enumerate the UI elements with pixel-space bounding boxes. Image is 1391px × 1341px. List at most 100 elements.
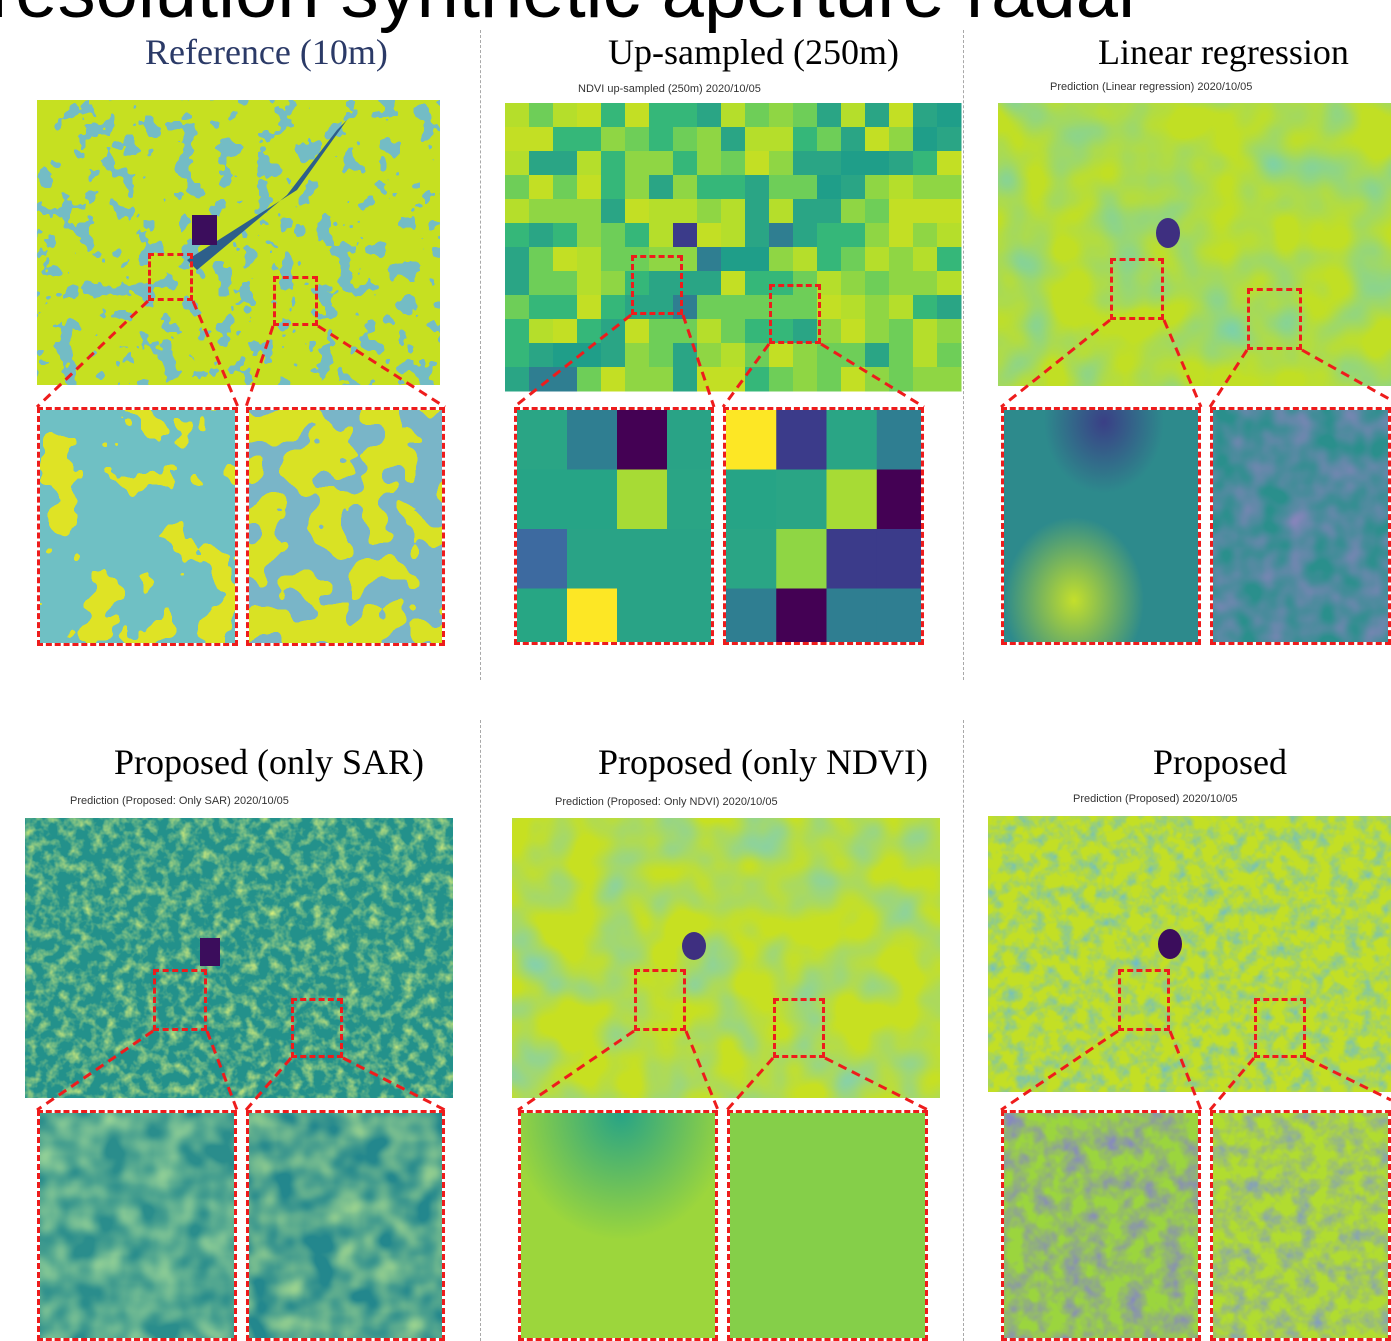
pixel-block (865, 343, 890, 368)
map-caption: NDVI up-sampled (250m) 2020/10/05 (578, 83, 761, 95)
pixel-block (505, 343, 530, 368)
pixel-block (517, 410, 568, 470)
pixel-block (776, 410, 827, 470)
pixel-block (769, 343, 794, 368)
pixel-block (937, 127, 962, 152)
pixel-block (649, 319, 674, 344)
pixel-block (937, 295, 962, 320)
pixel-block (673, 271, 698, 296)
pixel-block (865, 223, 890, 248)
zoom-inset-left (1001, 1110, 1201, 1341)
pixel-block (876, 469, 921, 530)
pixel-block (793, 343, 818, 368)
pixel-block (889, 103, 914, 128)
pixel-block (745, 127, 770, 152)
slide-title: resolution synthetic aperture radar (0, 0, 1391, 30)
pixel-block (529, 223, 554, 248)
pixel-block (649, 151, 674, 176)
pixel-block (841, 199, 866, 224)
pixel-block (889, 151, 914, 176)
pixel-block (529, 151, 554, 176)
pixel-block (529, 319, 554, 344)
map-caption: Prediction (Linear regression) 2020/10/0… (1050, 81, 1253, 93)
pixel-block (505, 319, 530, 344)
pixel-block (937, 319, 962, 344)
pixel-block (617, 410, 668, 470)
pixel-block (769, 151, 794, 176)
pixel-block (793, 247, 818, 272)
pixel-block (577, 295, 602, 320)
roi-box-right (1247, 288, 1302, 350)
zoom-inset-left (514, 407, 714, 645)
pixel-block (841, 271, 866, 296)
panel-caption: Linear regression (1098, 32, 1349, 72)
pixel-block (865, 151, 890, 176)
pixel-block (745, 319, 770, 344)
pixel-block (553, 295, 578, 320)
pixel-block (841, 127, 866, 152)
map-caption: Prediction (Proposed: Only NDVI) 2020/10… (555, 796, 778, 808)
pixel-block (865, 127, 890, 152)
pixel-block (625, 247, 650, 272)
pixel-block (617, 529, 668, 589)
pixel-block (876, 588, 921, 642)
pixel-block (745, 223, 770, 248)
pixel-block (769, 223, 794, 248)
pixel-block (817, 247, 842, 272)
pixel-block (517, 469, 568, 530)
pixel-block (553, 343, 578, 368)
pixel-block (937, 343, 962, 368)
pixel-block (577, 127, 602, 152)
pixel-block (841, 247, 866, 272)
zoom-inset-right (1210, 407, 1391, 645)
pixel-block (667, 588, 711, 642)
pixel-block (649, 295, 674, 320)
roi-box-left (153, 969, 207, 1031)
pixel-block (841, 103, 866, 128)
pixel-block (553, 127, 578, 152)
pixel-block (601, 103, 626, 128)
pixel-block (601, 247, 626, 272)
pixel-block (529, 175, 554, 200)
pixel-block (697, 175, 722, 200)
pixel-block (841, 367, 866, 392)
pixel-block (697, 127, 722, 152)
pixel-block (865, 271, 890, 296)
pixel-block (865, 367, 890, 392)
pixel-block (567, 529, 618, 589)
pixel-block (721, 367, 746, 392)
pixel-block (745, 103, 770, 128)
pixel-block (553, 151, 578, 176)
pixel-block (769, 295, 794, 320)
pixel-block (876, 529, 921, 589)
pixel-block (553, 199, 578, 224)
pixel-block (913, 319, 938, 344)
pixel-block (793, 223, 818, 248)
ndvi-map (25, 818, 453, 1098)
pixel-block (793, 127, 818, 152)
pixel-block (697, 367, 722, 392)
pixel-block (937, 367, 962, 392)
pixel-block (841, 319, 866, 344)
pixel-block (876, 410, 921, 470)
pixel-block (567, 469, 618, 530)
pixel-block (673, 199, 698, 224)
pixel-block (673, 151, 698, 176)
pixel-block (697, 247, 722, 272)
zoom-inset-right (723, 407, 924, 645)
pixel-block (745, 343, 770, 368)
pixel-block (577, 343, 602, 368)
pixel-block (625, 151, 650, 176)
pixel-block (889, 247, 914, 272)
panel-caption: Proposed (only SAR) (114, 742, 425, 782)
pixel-block (553, 271, 578, 296)
pixel-block (529, 199, 554, 224)
pixel-block (793, 175, 818, 200)
pixel-block (625, 175, 650, 200)
pixel-block (913, 367, 938, 392)
pixel-block (649, 127, 674, 152)
ndvi-map (512, 818, 940, 1098)
pixel-block (913, 271, 938, 296)
map-caption: Prediction (Proposed) 2020/10/05 (1073, 793, 1238, 805)
ndvi-map (988, 816, 1391, 1092)
